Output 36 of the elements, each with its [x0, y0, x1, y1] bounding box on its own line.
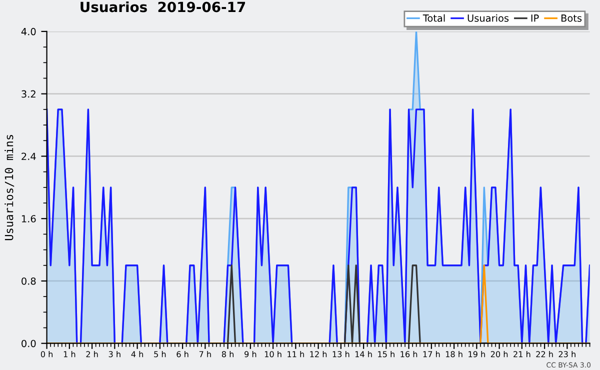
x-tick-label: 2 h: [86, 351, 98, 358]
x-tick-label: 6 h: [176, 351, 188, 358]
x-tick-label: 21 h: [514, 351, 530, 358]
x-tick-label: 0 h: [40, 351, 53, 358]
x-tick-label: 5 h: [154, 351, 166, 358]
x-tick-label: 17 h: [423, 351, 440, 358]
legend-label: Total: [422, 14, 445, 22]
x-tick-label: 14 h: [355, 351, 372, 358]
x-tick-label: 22 h: [536, 351, 553, 358]
x-tick-label: 7 h: [199, 351, 211, 358]
x-tick-label: 12 h: [310, 351, 327, 358]
x-tick-label: 4 h: [131, 351, 144, 358]
x-tick-label: 8 h: [222, 351, 234, 358]
legend-label: Usuarios: [468, 14, 509, 22]
x-tick-label: 18 h: [446, 351, 462, 358]
x-tick-label: 3 h: [108, 351, 120, 358]
legend-label: Bots: [561, 14, 582, 22]
x-tick-label: 9 h: [244, 351, 256, 358]
x-tick-label: 13 h: [332, 351, 350, 358]
x-tick-label: 16 h: [400, 351, 418, 358]
x-tick-label: 20 h: [490, 351, 508, 358]
x-tick-label: 10 h: [264, 351, 282, 358]
x-tick-label: 15 h: [378, 351, 394, 358]
y-tick-label: 4.0: [21, 28, 36, 36]
y-tick-label: 0.8: [22, 277, 36, 285]
y-tick-label: 1.6: [22, 215, 36, 222]
x-tick-label: 19 h: [468, 351, 485, 358]
y-tick-label: 0.0: [22, 340, 36, 348]
x-tick-label: 11 h: [288, 351, 304, 358]
chart-title: Usuarios 2019-06-17: [80, 1, 246, 12]
x-tick-label: 1 h: [64, 351, 76, 358]
y-tick-label: 2.4: [22, 152, 36, 160]
legend-label: IP: [531, 14, 539, 22]
y-tick-label: 3.2: [22, 90, 36, 98]
y-axis-title: Usuarios/10 mins: [4, 134, 14, 240]
x-tick-label: 23 h: [558, 351, 576, 358]
